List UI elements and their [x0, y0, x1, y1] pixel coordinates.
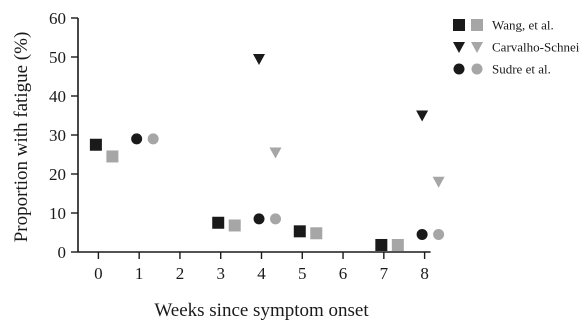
- legend-label: Carvalho-Schneider: [492, 40, 580, 55]
- point-square-dark: [89, 138, 102, 151]
- point-square-dark: [293, 225, 306, 238]
- y-tick-label: 20: [49, 165, 66, 184]
- point-triangle-down-dark: [416, 110, 429, 122]
- point-square-light: [106, 150, 119, 163]
- y-tick-label: 30: [49, 126, 66, 145]
- y-tick-label: 50: [49, 48, 66, 67]
- y-tick-label: 40: [49, 87, 66, 106]
- y-tick-label: 10: [49, 204, 66, 223]
- x-tick-label: 8: [420, 264, 429, 283]
- point-square-light: [391, 238, 404, 251]
- legend-marker-square-dark: [453, 19, 465, 31]
- point-square-light: [228, 219, 241, 232]
- y-axis-title: Proportion with fatigue (%): [11, 32, 32, 243]
- y-tick-label: 60: [49, 9, 66, 28]
- x-tick-label: 7: [380, 264, 389, 283]
- data-points: [89, 53, 445, 251]
- y-tick-label: 0: [58, 243, 67, 262]
- legend-marker-triangle-down-light: [471, 42, 483, 53]
- x-ticks: 0 1 2 3 4 5 6 7 8: [94, 252, 429, 283]
- point-circle-light: [270, 213, 281, 225]
- x-tick-label: 3: [216, 264, 225, 283]
- legend-marker-square-light: [471, 19, 483, 31]
- x-tick-label: 6: [339, 264, 348, 283]
- point-triangle-down-light: [432, 176, 445, 188]
- point-circle-dark: [416, 228, 428, 240]
- x-tick-label: 0: [94, 264, 103, 283]
- x-axis-title: Weeks since symptom onset: [154, 300, 369, 321]
- point-square-dark: [375, 238, 388, 251]
- point-circle-dark: [131, 133, 143, 145]
- point-circle-dark: [253, 213, 265, 225]
- y-ticks: 0 10 20 30 40 50 60: [49, 9, 78, 262]
- point-triangle-down-dark: [253, 53, 265, 65]
- x-tick-label: 5: [298, 264, 307, 283]
- legend-label: Wang, et al.: [492, 18, 554, 33]
- x-tick-label: 2: [176, 264, 185, 283]
- point-triangle-down-light: [269, 147, 282, 159]
- legend-marker-circle-light: [471, 63, 483, 75]
- x-tick-label: 4: [257, 264, 266, 283]
- legend: Wang, et al. Carvalho-Schneider Sudre et a…: [453, 18, 580, 77]
- point-square-dark: [212, 216, 225, 229]
- legend-label: Sudre et al.: [492, 62, 551, 77]
- x-tick-label: 1: [135, 264, 144, 283]
- legend-marker-circle-dark: [453, 63, 465, 75]
- legend-marker-triangle-down-dark: [453, 42, 465, 53]
- point-circle-light: [147, 133, 159, 145]
- point-square-light: [310, 227, 323, 240]
- point-circle-light: [433, 228, 445, 240]
